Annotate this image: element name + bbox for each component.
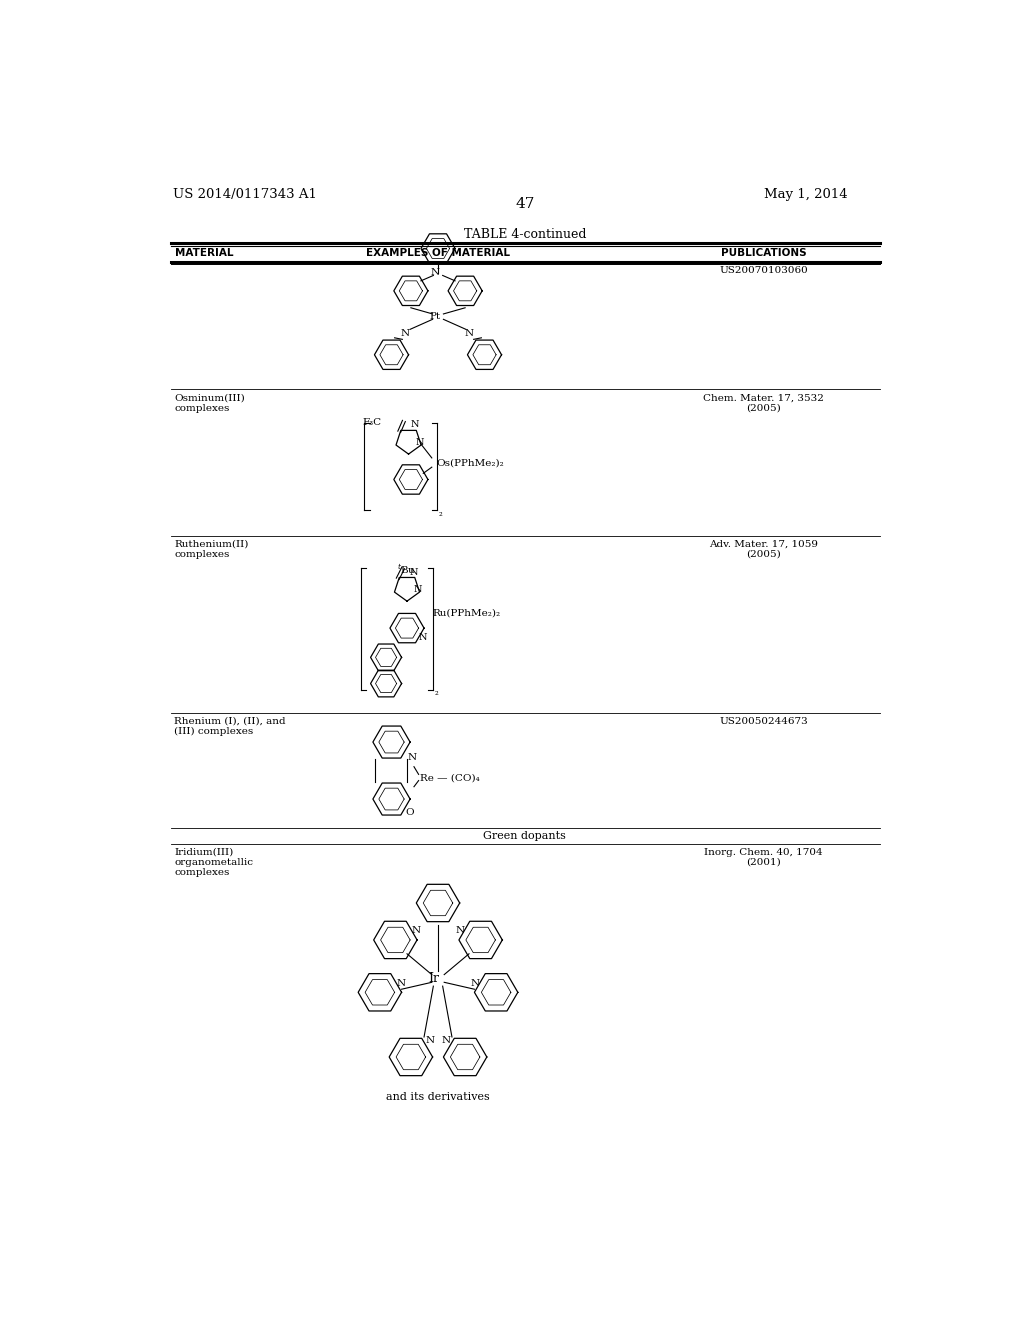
Text: US 2014/0117343 A1: US 2014/0117343 A1: [173, 187, 316, 201]
Text: N: N: [418, 632, 427, 642]
Text: ₂: ₂: [435, 688, 438, 697]
Text: N: N: [426, 1036, 435, 1044]
Text: Ir: Ir: [429, 972, 439, 985]
Text: Rhenium (I), (II), and
(III) complexes: Rhenium (I), (II), and (III) complexes: [174, 717, 286, 737]
Text: Green dopants: Green dopants: [483, 832, 566, 841]
Text: Iridium(III)
organometallic
complexes: Iridium(III) organometallic complexes: [174, 847, 254, 878]
Text: and its derivatives: and its derivatives: [386, 1093, 489, 1102]
Text: US20050244673: US20050244673: [719, 717, 808, 726]
Text: N: N: [465, 329, 473, 338]
Text: Osminum(III)
complexes: Osminum(III) complexes: [174, 393, 246, 413]
Text: N: N: [396, 978, 406, 987]
Text: N: N: [400, 329, 410, 338]
Text: $^t$Bu: $^t$Bu: [397, 562, 416, 577]
Text: F₃C: F₃C: [362, 418, 381, 426]
Text: PUBLICATIONS: PUBLICATIONS: [721, 248, 806, 259]
Text: N: N: [408, 752, 417, 762]
Text: N: N: [411, 420, 419, 429]
Text: N: N: [410, 568, 418, 577]
Text: May 1, 2014: May 1, 2014: [764, 187, 847, 201]
Text: N: N: [415, 438, 424, 447]
Text: N: N: [455, 927, 464, 935]
Text: Os(PPhMe₂)₂: Os(PPhMe₂)₂: [436, 458, 504, 467]
Text: Ruthenium(II)
complexes: Ruthenium(II) complexes: [174, 540, 249, 558]
Text: Adv. Mater. 17, 1059
(2005): Adv. Mater. 17, 1059 (2005): [709, 540, 818, 558]
Text: EXAMPLES OF MATERIAL: EXAMPLES OF MATERIAL: [366, 248, 510, 259]
Text: Inorg. Chem. 40, 1704
(2001): Inorg. Chem. 40, 1704 (2001): [705, 847, 823, 867]
Text: MATERIAL: MATERIAL: [174, 248, 233, 259]
Text: 47: 47: [515, 197, 535, 211]
Text: TABLE 4-continued: TABLE 4-continued: [464, 227, 586, 240]
Text: N: N: [471, 978, 480, 987]
Text: Re — (CO)₄: Re — (CO)₄: [420, 774, 480, 783]
Text: N: N: [412, 927, 421, 935]
Text: N: N: [441, 1036, 451, 1044]
Text: Pt: Pt: [429, 312, 440, 321]
Text: Ru(PPhMe₂)₂: Ru(PPhMe₂)₂: [432, 609, 501, 618]
Text: N: N: [430, 268, 439, 277]
Text: Chem. Mater. 17, 3532
(2005): Chem. Mater. 17, 3532 (2005): [703, 393, 824, 413]
Text: O: O: [406, 808, 414, 817]
Text: N: N: [414, 585, 422, 594]
Text: ₂: ₂: [438, 508, 442, 517]
Text: US20070103060: US20070103060: [719, 267, 808, 275]
